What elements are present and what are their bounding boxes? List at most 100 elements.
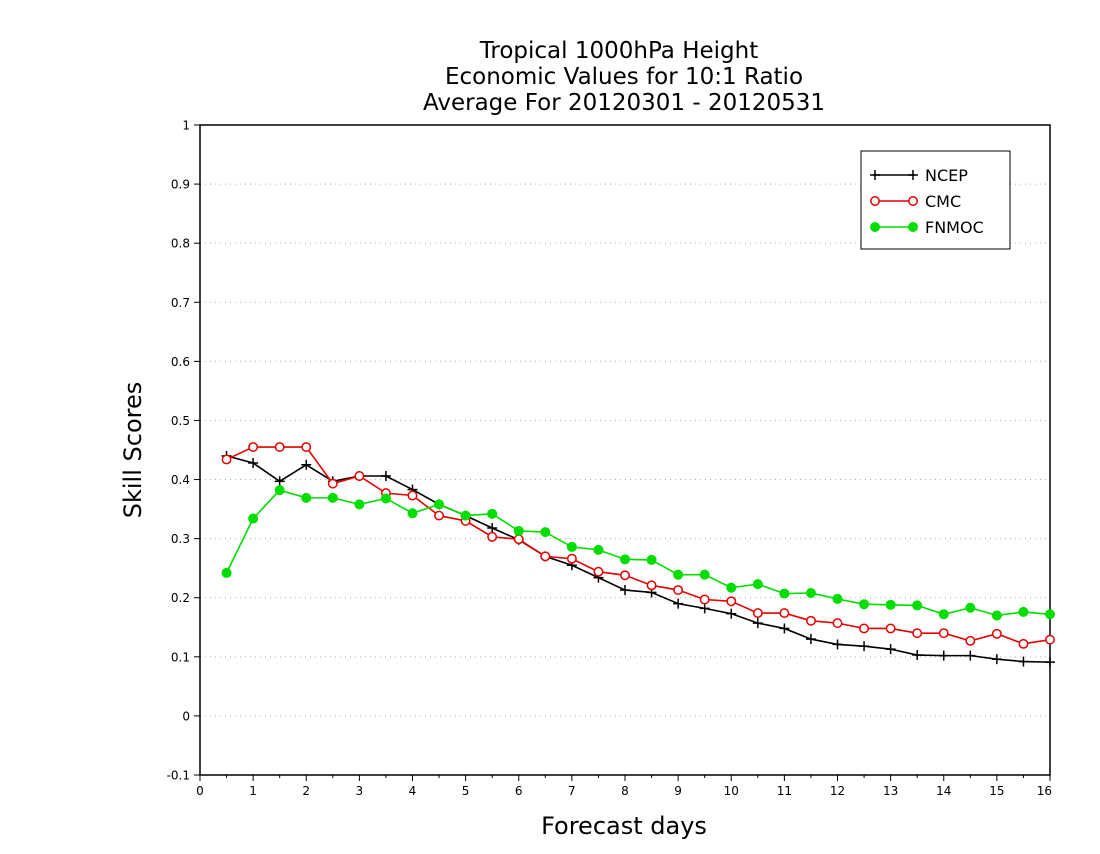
x-tick-label-2: 2 [302, 784, 310, 798]
point-ncep-17 [673, 598, 684, 609]
x-tick-label-8: 8 [621, 784, 629, 798]
point-cmc-19 [726, 596, 737, 607]
point-cmc-16 [646, 580, 657, 591]
point-fnmoc-14 [593, 544, 604, 555]
point-cmc-21 [779, 608, 790, 619]
point-fnmoc-25 [885, 599, 896, 610]
point-fnmoc-16 [646, 554, 657, 565]
point-fnmoc-8 [434, 499, 445, 510]
point-fnmoc-2 [274, 485, 285, 496]
point-cmc-12 [540, 551, 551, 562]
point-cmc-17 [673, 585, 684, 595]
point-cmc-10 [487, 531, 498, 542]
point-ncep-25 [885, 644, 896, 655]
point-ncep-22 [805, 634, 816, 645]
point-ncep-23 [832, 639, 843, 650]
x-tick-label-7: 7 [568, 784, 576, 798]
x-tick-label-15: 15 [989, 784, 1004, 798]
y-tick-label-5: 0.4 [171, 473, 190, 487]
x-tick-label-1: 1 [249, 784, 257, 798]
x-tick-label-11: 11 [777, 784, 792, 798]
point-cmc-4 [327, 478, 338, 489]
series-cmc [221, 442, 1055, 649]
grid [200, 183, 1050, 717]
point-cmc-31 [1045, 634, 1055, 645]
point-ncep-1 [248, 458, 259, 468]
point-fnmoc-11 [513, 525, 524, 536]
point-cmc-24 [859, 623, 870, 634]
point-cmc-8 [434, 510, 445, 521]
y-tick-label-8: 0.7 [171, 296, 190, 310]
y-axis-label: Skill Scores [119, 382, 147, 519]
series-line-cmc [226, 446, 1051, 645]
point-fnmoc-21 [779, 588, 790, 599]
y-tick-label-10: 0.9 [171, 178, 190, 192]
x-tick-label-3: 3 [356, 784, 364, 798]
point-ncep-18 [699, 603, 710, 614]
point-cmc-11 [513, 534, 524, 545]
point-cmc-30 [1018, 638, 1029, 649]
x-tick-label-0: 0 [196, 784, 204, 798]
point-ncep-29 [991, 654, 1002, 665]
legend-marker-start-ncep [870, 170, 880, 180]
point-cmc-15 [620, 570, 630, 581]
point-fnmoc-12 [540, 527, 551, 538]
point-ncep-2 [274, 476, 285, 487]
x-tick-label-14: 14 [936, 784, 951, 798]
point-cmc-22 [805, 615, 816, 626]
point-fnmoc-28 [965, 602, 976, 613]
point-fnmoc-9 [460, 510, 471, 521]
chart-title-line-1: Tropical 1000hPa Height [479, 38, 759, 64]
point-ncep-31 [1045, 657, 1055, 668]
point-fnmoc-13 [566, 541, 577, 552]
x-tick-label-12: 12 [830, 784, 845, 798]
legend-marker-end-ncep [908, 170, 918, 180]
series-line-fnmoc [225, 489, 1051, 617]
point-ncep-15 [620, 585, 630, 596]
point-fnmoc-10 [487, 508, 498, 519]
legend-item-ncep: NCEP [870, 166, 968, 185]
point-fnmoc-31 [1045, 609, 1055, 620]
legend-marker-end-cmc [908, 196, 918, 206]
legend: NCEP CMC FNMOC [860, 150, 1011, 250]
point-ncep-20 [752, 618, 763, 629]
point-fnmoc-7 [407, 508, 418, 519]
point-cmc-28 [965, 635, 976, 646]
point-fnmoc-23 [832, 593, 843, 604]
y-tick-label-7: 0.6 [171, 355, 190, 369]
chart-title: Tropical 1000hPa Height Economic Values … [423, 38, 825, 116]
x-tick-label-5: 5 [462, 784, 470, 798]
point-fnmoc-0 [221, 567, 232, 578]
point-fnmoc-19 [726, 582, 737, 593]
axes: -0.100.10.20.30.40.50.60.70.80.910 1 2 3 4 5 6… [167, 119, 1052, 799]
point-ncep-21 [779, 623, 790, 634]
point-fnmoc-6 [380, 493, 391, 504]
y-tick-label-9: 0.8 [171, 237, 190, 251]
point-cmc-3 [301, 442, 312, 452]
x-tick-label-9: 9 [674, 784, 682, 798]
point-ncep-30 [1018, 656, 1029, 667]
y-tick-label-4: 0.3 [171, 532, 190, 546]
point-fnmoc-22 [805, 588, 816, 598]
point-fnmoc-29 [991, 610, 1002, 621]
y-tick-label-11: 1 [182, 119, 190, 133]
y-tick-label-3: 0.2 [171, 591, 190, 605]
point-fnmoc-27 [938, 609, 949, 620]
y-tick-label-6: 0.5 [171, 414, 190, 428]
point-cmc-25 [885, 623, 896, 634]
point-cmc-20 [752, 608, 763, 619]
point-ncep-26 [912, 650, 923, 661]
legend-item-fnmoc: FNMOC [870, 218, 984, 237]
point-fnmoc-4 [327, 492, 338, 503]
point-fnmoc-17 [673, 569, 684, 580]
legend-item-cmc: CMC [870, 192, 961, 211]
x-tick-label-10: 10 [724, 784, 739, 798]
point-cmc-1 [248, 442, 259, 452]
legend-marker-start-fnmoc [870, 222, 880, 232]
point-cmc-0 [221, 454, 232, 465]
point-cmc-29 [991, 628, 1002, 639]
point-fnmoc-26 [912, 600, 923, 611]
point-ncep-27 [938, 650, 949, 661]
